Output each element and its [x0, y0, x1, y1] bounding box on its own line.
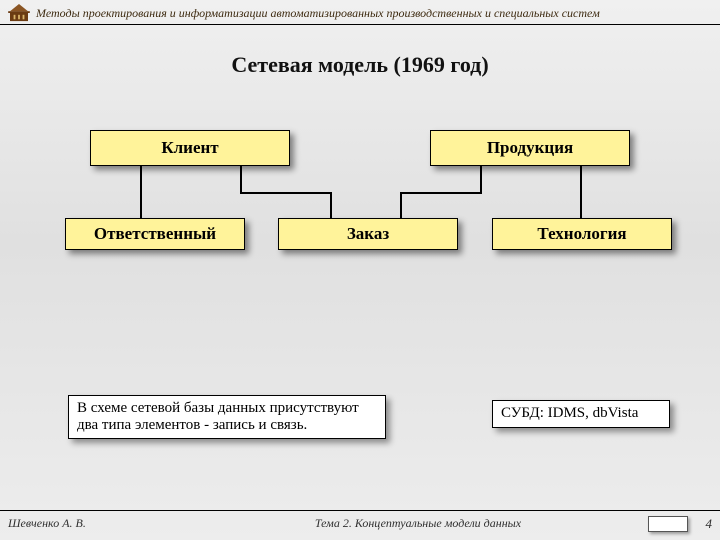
diagram-edge [580, 192, 582, 218]
course-title: Методы проектирования и информатизации а… [36, 6, 600, 21]
building-icon [8, 4, 30, 22]
diagram-edge [400, 192, 402, 218]
network-diagram: Клиент Продукция Ответственный Заказ Техноло… [0, 130, 720, 300]
slide-header: Методы проектирования и информатизации а… [0, 4, 720, 25]
footer-page-number: 4 [698, 516, 712, 532]
diagram-edge [400, 192, 482, 194]
diagram-node-order: Заказ [278, 218, 458, 250]
slide-footer: Шевченко А. В. Тема 2. Концептуальные мо… [0, 510, 720, 536]
diagram-node-product: Продукция [430, 130, 630, 166]
diagram-edge [140, 166, 142, 192]
footer-page-box [648, 516, 688, 532]
footer-author: Шевченко А. В. [8, 516, 188, 531]
diagram-edge [480, 166, 482, 192]
footer-topic: Тема 2. Концептуальные модели данных [188, 516, 648, 531]
diagram-node-technology: Технология [492, 218, 672, 250]
diagram-edge [240, 166, 242, 192]
diagram-edge [580, 166, 582, 192]
diagram-node-responsible: Ответственный [65, 218, 245, 250]
diagram-edge [240, 192, 332, 194]
diagram-edge [140, 192, 142, 218]
dbms-note: СУБД: IDMS, dbVista [492, 400, 670, 428]
slide-title: Сетевая модель (1969 год) [0, 52, 720, 78]
diagram-node-client: Клиент [90, 130, 290, 166]
diagram-edge [330, 192, 332, 218]
description-note: В схеме сетевой базы данных присутствуют… [68, 395, 386, 439]
